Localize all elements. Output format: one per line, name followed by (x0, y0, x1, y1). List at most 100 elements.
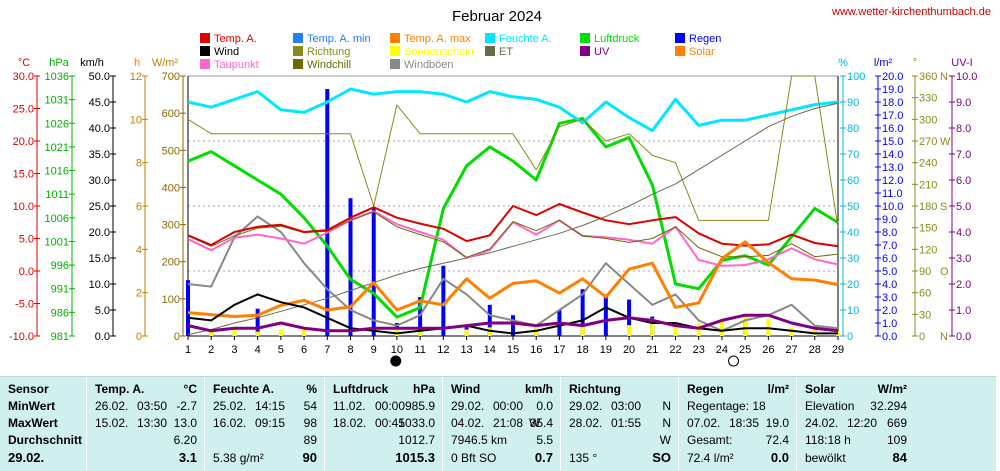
dir-max-value: N (662, 415, 671, 431)
rain-unit: l/m² (768, 381, 789, 397)
new-moon-icon (391, 356, 401, 366)
direction-axis-label: 180 (919, 201, 937, 213)
x-tick-label: 5 (278, 344, 284, 356)
series-luftdruck (188, 119, 838, 318)
weather-chart: Februar 2024 Temp. A. Temp. A. min Temp. A… (0, 0, 1000, 376)
uv-axis-label: 9.0 (956, 97, 971, 109)
press-min-date: 11.02. (333, 398, 365, 414)
legend-label: UV (594, 46, 610, 58)
wind-max-value: 35.4 (530, 415, 553, 431)
rain-axis-label: 11.0 (882, 188, 903, 200)
solar-header: Solar (805, 381, 835, 397)
legend-swatch (580, 46, 590, 56)
press-today: 1015.3 (395, 450, 435, 466)
temp-axis-label: 25.0 (13, 104, 34, 116)
wind-axis-label: 20.0 (89, 227, 110, 239)
x-tick-label: 14 (484, 344, 496, 356)
press-min-time: 00:00 (375, 398, 405, 414)
wind-distance: 7946.5 km (451, 432, 507, 448)
x-tick-label: 27 (785, 344, 797, 356)
site-link[interactable]: www.wetter-kirchenthumbach.de (832, 6, 991, 18)
x-tick-label: 21 (646, 344, 658, 356)
direction-header: Richtung (569, 381, 621, 397)
direction-compass-label: O (940, 266, 949, 278)
rain-max-value: 19.0 (766, 415, 789, 431)
wind-axis-label: 0.0 (95, 331, 110, 343)
hum-min-value: 54 (304, 398, 317, 414)
sunshine-bar (465, 330, 469, 337)
sensor-header: Sensor (8, 381, 49, 397)
series-temp-a-max (188, 242, 838, 317)
press-avg: 1012.7 (398, 432, 435, 448)
legend-label: Solar (689, 46, 715, 58)
humidity-axis-label: 50 (847, 201, 859, 213)
temp-header: Temp. A. (95, 381, 144, 397)
rain-axis-label: 16.0 (882, 123, 903, 135)
wind-today-bft: 0 Bft SO (451, 450, 496, 466)
unit-humidity: % (838, 57, 848, 69)
humidity-axis-label: 100 (847, 71, 865, 83)
solar-axis-label: 100 (162, 294, 180, 306)
rain-max-time: 18:35 (729, 415, 759, 431)
x-tick-label: 22 (669, 344, 681, 356)
hum-max-date: 16.02. (213, 415, 246, 431)
series-feuchte-a (188, 89, 838, 131)
hum-min-time: 14:15 (255, 398, 285, 414)
wind-avg: 5.5 (536, 432, 553, 448)
solar-avg: 109 (887, 432, 907, 448)
humidity-axis-label: 90 (847, 97, 859, 109)
label-date: 29.02. (8, 450, 44, 466)
x-tick-label: 9 (371, 344, 377, 356)
rain-total-label: Gesamt: (687, 432, 732, 448)
humidity-axis-label: 80 (847, 123, 859, 135)
sun-axis-label: 0 (136, 331, 142, 343)
legend-label: Luftdruck (594, 33, 640, 45)
uv-axis-label: 0.0 (956, 331, 971, 343)
rain-bar (372, 207, 376, 336)
direction-compass-label: S (940, 201, 947, 213)
uv-axis-label: 10.0 (956, 71, 977, 83)
unit-direction: ° (913, 57, 917, 69)
wind-min-value: 0.0 (536, 398, 553, 414)
direction-axis-label: 150 (919, 223, 937, 235)
solar-max-time: 12:20 (847, 415, 877, 431)
uv-axis-label: 1.0 (956, 305, 971, 317)
pressure-unit: hPa (413, 381, 435, 397)
humidity-axis-label: 70 (847, 149, 859, 161)
temp-axis-label: 5.0 (19, 234, 34, 246)
legend-label: Wind (214, 46, 239, 58)
direction-axis-label: 210 (919, 179, 937, 191)
sunshine-bar (627, 325, 631, 336)
sunshine-bar (418, 332, 422, 336)
legend-label: Regen (689, 33, 721, 45)
direction-compass-label: N (940, 71, 948, 83)
x-tick-label: 16 (530, 344, 542, 356)
rain-axis-label: 19.0 (882, 84, 903, 96)
temp-unit: °C (184, 381, 197, 397)
rain-axis-label: 5.0 (882, 266, 897, 278)
wind-axis-label: 40.0 (89, 123, 110, 135)
wind-axis-label: 15.0 (89, 253, 110, 265)
solar-unit: W/m² (878, 381, 907, 397)
uv-axis-label: 4.0 (956, 227, 971, 239)
full-moon-icon (729, 356, 739, 366)
solar-axis-label: 600 (162, 108, 180, 120)
temp-max-time: 13:30 (137, 415, 167, 431)
wind-axis-label: 10.0 (89, 279, 110, 291)
wind-axis-label: 5.0 (95, 305, 110, 317)
temp-axis-label: 0.0 (19, 266, 34, 278)
sunshine-bar (256, 332, 260, 336)
rain-axis-label: 9.0 (882, 214, 897, 226)
sunshine-bar (209, 332, 213, 336)
legend-swatch (200, 59, 210, 69)
dir-today: SO (652, 450, 671, 466)
legend-label: Temp. A. min (307, 33, 371, 45)
direction-axis-label: 60 (919, 288, 931, 300)
sun-axis-label: 10 (130, 114, 142, 126)
direction-axis-label: 90 (919, 266, 931, 278)
rain-axis-label: 8.0 (882, 227, 897, 239)
wind-axis-label: 25.0 (89, 201, 110, 213)
col-temp: Temp. A. °C 26.02. 03:50 -2.7 15.02. 13:30 13… (86, 377, 205, 471)
rain-axis-label: 20.0 (882, 71, 903, 83)
solar-elevation: 32.294 (870, 398, 907, 414)
